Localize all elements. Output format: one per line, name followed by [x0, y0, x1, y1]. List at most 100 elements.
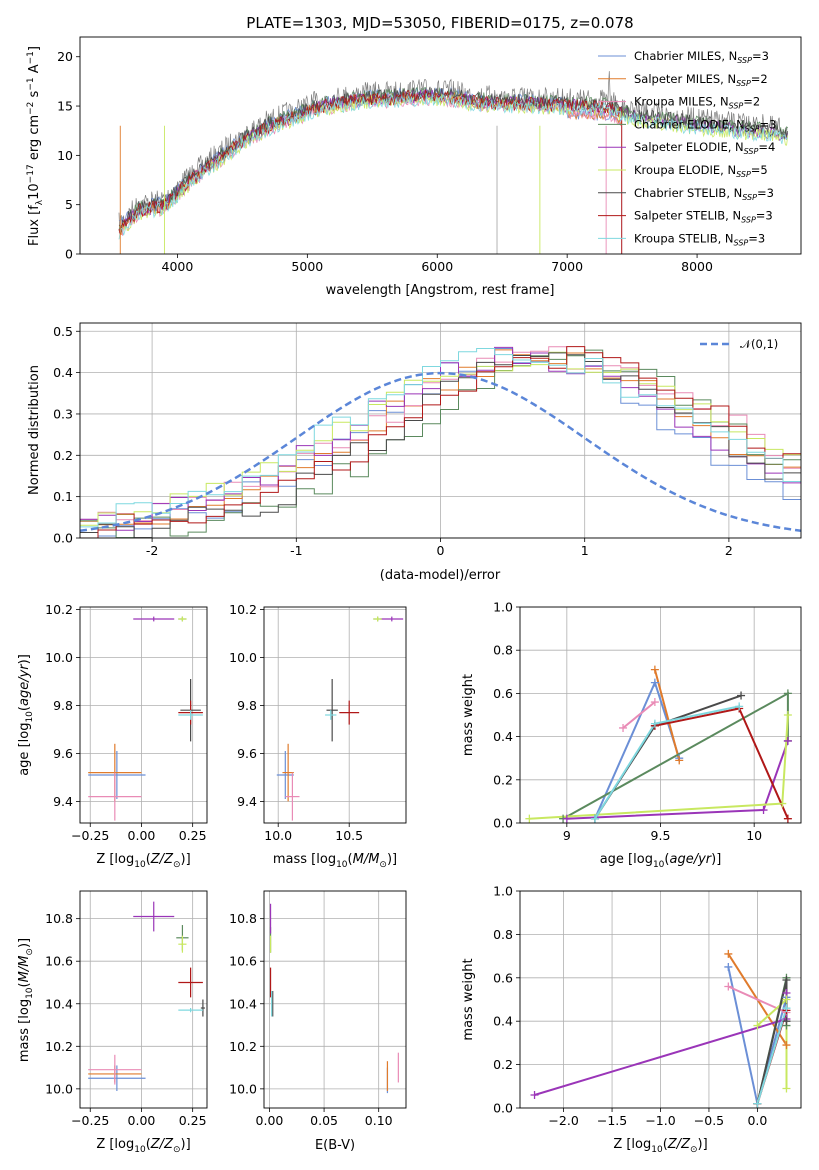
- x-tick-label: 9: [563, 828, 571, 843]
- histogram-panel: -2 -1 0 1 2 0.0 0.1 0.2 0.3 0.4 0.5: [53, 322, 802, 558]
- y-tick-label: 20: [57, 49, 73, 64]
- x-tick-label: 0.00: [256, 1113, 284, 1128]
- residual-histogram: [80, 352, 801, 538]
- residual-histogram: [80, 346, 801, 538]
- mass-weight-marker: [783, 711, 792, 719]
- mass-weight-marker: [782, 1084, 791, 1093]
- x-tick-label: 0.25: [179, 828, 207, 843]
- age-vs-mass-panel: 10.0 10.5 9.4 9.6 9.8 10.0 10.2: [229, 602, 407, 843]
- x-tick-label: 7000: [551, 259, 583, 274]
- y-tick-label: 10.0: [229, 650, 257, 665]
- y-tick-label: 10.8: [229, 911, 257, 926]
- mass-vs-Z-panel-ylabel: mass [log10(M/M⊙)]: [17, 938, 35, 1062]
- y-tick-label: 10.2: [45, 1039, 73, 1054]
- x-tick-label: 10.5: [335, 828, 363, 843]
- spectrum-legend: Chabrier MILES, NSSP=3 Salpeter MILES, NS…: [598, 49, 776, 247]
- mass-weight-marker: [782, 1004, 791, 1013]
- plot-area: [520, 891, 801, 1108]
- mass-weight-marker: [753, 1021, 762, 1030]
- mass-weight-marker: [724, 949, 733, 958]
- y-tick-label: 10.2: [45, 602, 73, 617]
- mass-weight-marker: [778, 799, 787, 808]
- mass-weight-marker: [782, 975, 791, 984]
- mass-weight-marker: [650, 719, 659, 728]
- y-tick-label: 9.6: [53, 746, 73, 761]
- y-tick-label: 0.4: [493, 1014, 513, 1029]
- legend-entry: Salpeter ELODIE, NSSP=4: [634, 140, 775, 156]
- y-tick-label: 5: [65, 197, 73, 212]
- x-tick-label: -2: [146, 543, 158, 558]
- y-tick-label: 10.0: [45, 1081, 73, 1096]
- mass-weight-marker: [530, 1090, 539, 1099]
- y-tick-label: 0.6: [493, 970, 513, 985]
- plot-area: [520, 607, 801, 823]
- x-tick-label: 8000: [681, 259, 713, 274]
- weight-vs-Z-panel-xlabel: Z [log10(Z/Z⊙)]: [613, 1137, 707, 1155]
- model-spectrum: [118, 93, 789, 240]
- mass-weight-marker: [650, 678, 659, 687]
- plot-area: [80, 607, 207, 823]
- axes-frame: [79, 890, 208, 1109]
- x-tick-label: 0.25: [179, 1113, 207, 1128]
- mass-weight-marker: [783, 736, 792, 745]
- y-tick-label: 9.6: [237, 746, 257, 761]
- y-tick-label: 9.8: [53, 698, 73, 713]
- y-tick-label: 10.8: [45, 911, 73, 926]
- histogram-ylabel: Normed distribution: [27, 365, 42, 495]
- spectrum-xlabel: wavelength [Angstrom, rest frame]: [326, 283, 555, 298]
- plot-area: [80, 323, 801, 538]
- histogram-xlabel: (data-model)/error: [380, 568, 501, 583]
- y-tick-label: 0.4: [493, 729, 513, 744]
- spectrum-ylabel: Flux [fλ10−17 erg cm−2 s−1 A−1]: [26, 46, 45, 246]
- y-tick-label: 0.2: [53, 448, 73, 463]
- y-tick-label: 9.4: [53, 794, 73, 809]
- legend-entry: Chabrier MILES, NSSP=3: [634, 49, 769, 65]
- legend-entry: Salpeter STELIB, NSSP=3: [634, 209, 773, 225]
- age-vs-mass-panel-xlabel: mass [log10(M/M⊙)]: [273, 852, 397, 870]
- weight-vs-Z-panel: −2.0 −1.5 −1.0 −0.5 0.0 0.0 0.2 0.4 0.6 0.8 1.0: [493, 884, 802, 1128]
- axes-frame: [79, 606, 208, 824]
- y-tick-label: 10.0: [229, 1081, 257, 1096]
- figure-title: PLATE=1303, MJD=53050, FIBERID=0175, z=0…: [246, 14, 633, 32]
- x-tick-label: 0: [437, 543, 445, 558]
- legend-entry: Salpeter MILES, NSSP=2: [634, 72, 768, 88]
- x-tick-label: -1: [290, 543, 302, 558]
- axes-frame: [519, 606, 802, 824]
- y-tick-label: 0.2: [493, 772, 513, 787]
- mass-vs-Z-panel-xlabel: Z [log10(Z/Z⊙)]: [96, 1137, 190, 1155]
- legend-entry: Chabrier ELODIE, NSSP=3: [634, 117, 776, 133]
- mass-weight-marker: [724, 962, 733, 971]
- x-tick-label: 2: [725, 543, 733, 558]
- plot-area: [118, 71, 789, 254]
- mass-weight-marker: [724, 982, 733, 991]
- mass-weight-marker: [562, 814, 571, 823]
- legend-entry: Kroupa STELIB, NSSP=3: [634, 231, 765, 247]
- x-tick-label: 0.10: [365, 1113, 393, 1128]
- legend-entry: Kroupa ELODIE, NSSP=5: [634, 163, 768, 179]
- x-tick-label: −0.25: [71, 1113, 109, 1128]
- mass-weight-marker: [759, 806, 768, 815]
- model-spectrum: [118, 89, 623, 254]
- weight-vs-Z-panel-ylabel: mass weight: [461, 958, 476, 1040]
- x-tick-label: −1.0: [645, 1113, 675, 1128]
- y-tick-label: 10.0: [45, 650, 73, 665]
- mass-weight-marker: [782, 1017, 791, 1026]
- x-tick-label: 10: [746, 828, 762, 843]
- plot-area: [80, 891, 207, 1108]
- mass-weight-marker: [737, 691, 746, 700]
- age-vs-Z-panel: −0.25 0.00 0.25 9.4 9.6 9.8 10.0 10.2: [45, 602, 208, 843]
- mass-weight-marker: [753, 1099, 762, 1108]
- axes-frame: [263, 606, 407, 824]
- y-tick-label: 0.1: [53, 489, 73, 504]
- spectrum-panel: 4000 5000 6000 7000 8000 0 5 10 15 20: [57, 36, 802, 274]
- mass-weight-line: [756, 979, 788, 1104]
- gaussian-curve: [80, 371, 801, 533]
- mass-weight-line: [654, 707, 789, 820]
- plot-area: [264, 891, 406, 1108]
- y-tick-label: 0: [65, 247, 73, 262]
- mass-weight-marker: [783, 814, 792, 823]
- model-spectrum: [119, 92, 789, 234]
- x-tick-label: 0.0: [747, 1113, 767, 1128]
- y-tick-label: 0.0: [53, 531, 73, 546]
- y-tick-label: 1.0: [493, 600, 513, 615]
